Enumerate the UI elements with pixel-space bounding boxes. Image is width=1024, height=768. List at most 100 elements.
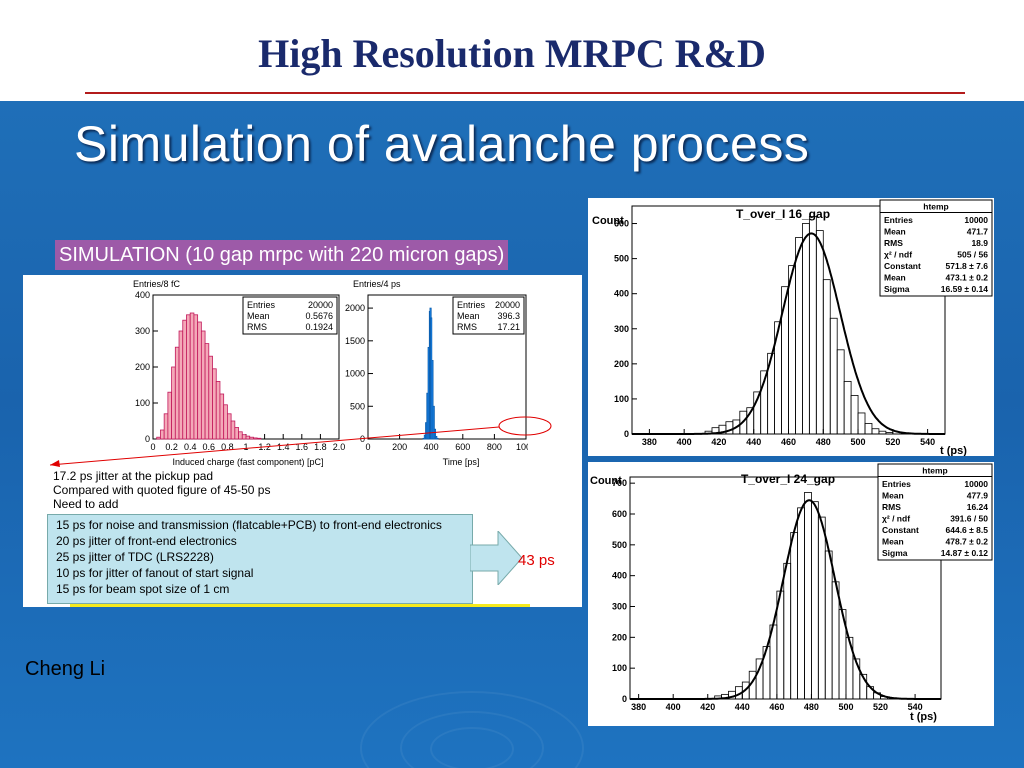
gap24-histogram-panel: 0 100 200 300 400 500 600 700 380 400 420 440 460 480…	[588, 462, 994, 726]
y-tick-label: 300	[614, 324, 629, 334]
stats-label: RMS	[884, 238, 903, 248]
histogram-bar	[160, 429, 165, 440]
y-axis-label: Count	[590, 475, 622, 487]
histogram-bar	[241, 434, 247, 440]
content-panel: Simulation of avalanche process SIMULATI…	[0, 101, 1024, 768]
histogram-bar	[230, 420, 236, 440]
x-tick-label: 520	[873, 702, 888, 712]
histogram-bar	[436, 437, 439, 440]
stats-label: Sigma	[884, 284, 910, 294]
stats-label: Mean	[882, 491, 904, 501]
x-tick-label: 440	[746, 437, 761, 447]
x-tick-label: 600	[455, 442, 470, 452]
title-divider	[85, 92, 965, 94]
x-tick-label: 520	[885, 437, 900, 447]
pointer-arrowhead	[50, 460, 60, 467]
y-tick-label: 100	[614, 394, 629, 404]
y-tick-label: 700	[612, 478, 627, 488]
y-tick-label: 1000	[345, 369, 365, 379]
x-tick-label: 1000	[516, 442, 528, 452]
stats-value: 10000	[964, 215, 988, 225]
x-tick-label: 800	[487, 442, 502, 452]
stats-value: 10000	[964, 479, 988, 489]
stats-value: 505 / 56	[957, 250, 988, 260]
stats-title: htemp	[923, 202, 949, 212]
x-axis-label: Induced charge (fast component) [pC]	[172, 457, 323, 467]
y-tick-label: 500	[614, 254, 629, 264]
gap24-histogram: 0 100 200 300 400 500 600 700 380 400 420 440 460 480…	[590, 463, 993, 723]
x-tick-label: 540	[920, 437, 935, 447]
water-ripple-decoration	[430, 727, 514, 768]
y-tick-label: 400	[135, 290, 150, 300]
y-tick-label: 0	[360, 434, 365, 444]
note-line: 17.2 ps jitter at the pickup pad	[53, 469, 214, 483]
y-tick-label: 1500	[345, 336, 365, 346]
histogram-bar	[189, 312, 195, 440]
stats-value: 0.5676	[305, 311, 333, 321]
histogram-bar	[212, 368, 217, 440]
y-tick-label: 400	[612, 571, 627, 581]
histogram-bar	[227, 413, 232, 440]
x-tick-label: 480	[816, 437, 831, 447]
jitter-contributions-box: 15 ps for noise and transmission (flatca…	[47, 514, 473, 604]
stats-label: Entries	[882, 479, 911, 489]
stats-box	[452, 296, 525, 335]
x-tick-label: 460	[781, 437, 796, 447]
histogram-bar	[215, 381, 221, 440]
author-name: Cheng Li	[25, 658, 106, 680]
stats-value: 478.7 ± 0.2	[946, 537, 989, 547]
stats-value: 16.59 ± 0.14	[941, 284, 988, 294]
x-tick-label: 380	[642, 437, 657, 447]
y-tick-label: 600	[614, 219, 629, 229]
highlight-underline	[70, 604, 530, 607]
section-heading: Simulation of avalanche process	[74, 116, 810, 172]
stats-value: 391.6 / 50	[950, 514, 988, 524]
histogram-bar	[208, 355, 213, 440]
stats-label: Mean	[457, 311, 480, 321]
x-axis-label: t (ps)	[940, 445, 967, 456]
histogram-bar	[249, 436, 254, 440]
y-tick-label: 200	[614, 359, 629, 369]
histogram-bar	[178, 330, 184, 440]
histogram-bar	[234, 427, 239, 440]
stats-box	[877, 463, 993, 561]
x-tick-label: 0.6	[203, 442, 216, 452]
y-axis-label: Entries/8 fC	[133, 279, 181, 289]
x-tick-label: 400	[424, 442, 439, 452]
stats-label: Sigma	[882, 548, 908, 558]
stats-label: Constant	[884, 261, 921, 271]
stats-value: 473.1 ± 0.2	[946, 273, 989, 283]
chart-title: T_over_I 16_gap	[736, 207, 830, 221]
histogram-bar	[156, 436, 161, 440]
histogram-bar	[238, 431, 243, 440]
histogram-bar	[219, 393, 225, 440]
stats-box	[242, 296, 338, 335]
stats-value: 471.7	[967, 227, 989, 237]
simulation-notes: 17.2 ps jitter at the pickup pad Compare…	[53, 469, 270, 511]
stats-value: 477.9	[967, 491, 989, 501]
gap16-histogram-panel: 0 100 200 300 400 500 600 380 400 420 440 460 480 500…	[588, 198, 994, 457]
y-tick-label: 100	[135, 398, 150, 408]
jitter-item: 15 ps for beam spot size of 1 cm	[56, 582, 230, 596]
y-tick-label: 2000	[345, 303, 365, 313]
y-tick-label: 100	[612, 663, 627, 673]
stats-value: 17.21	[497, 322, 520, 332]
stats-title: htemp	[922, 466, 948, 476]
histogram-bar	[256, 437, 262, 440]
histogram-bar	[193, 314, 199, 440]
histogram-bar	[174, 346, 180, 440]
stats-value: 644.6 ± 8.5	[946, 525, 989, 535]
simulation-figure: 0 100 200 300 400 0 0.2 0.4 0.6 0.8 1 1.2 1.4 1.6 1.8 2…	[23, 275, 582, 607]
y-tick-label: 200	[612, 632, 627, 642]
stats-label: RMS	[882, 502, 901, 512]
stats-label: RMS	[457, 322, 477, 332]
stats-label: χ² / ndf	[884, 250, 912, 260]
histogram-bar	[171, 366, 176, 440]
y-tick-label: 0	[622, 694, 627, 704]
stats-value: 396.3	[497, 311, 520, 321]
histogram-bar	[204, 343, 210, 440]
stats-label: Mean	[884, 227, 906, 237]
gap16-histogram: 0 100 200 300 400 500 600 380 400 420 440 460 480 500…	[592, 199, 993, 457]
x-tick-label: 380	[631, 702, 646, 712]
stats-label: χ² / ndf	[882, 514, 910, 524]
